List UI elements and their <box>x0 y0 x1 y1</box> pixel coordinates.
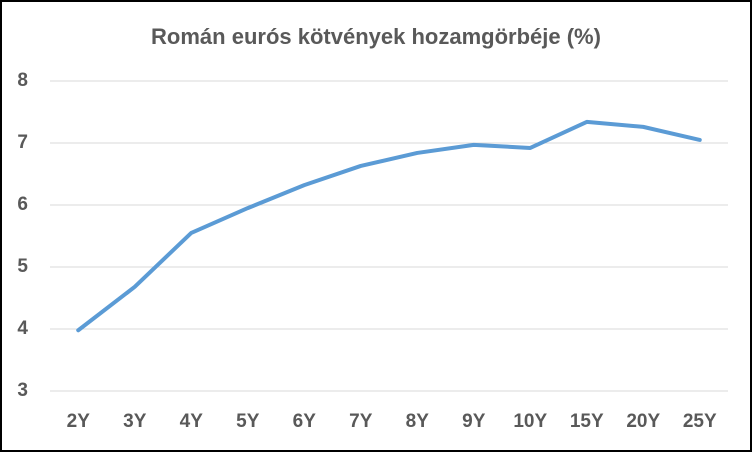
x-tick-label: 5Y <box>236 411 260 432</box>
x-tick-label: 6Y <box>293 411 317 432</box>
x-tick-label: 8Y <box>406 411 430 432</box>
x-tick-label: 9Y <box>462 411 486 432</box>
y-tick-label: 6 <box>17 194 28 215</box>
x-tick-label: 7Y <box>349 411 373 432</box>
y-tick-label: 7 <box>17 132 28 153</box>
x-tick-label: 15Y <box>570 411 604 432</box>
x-tick-label: 2Y <box>67 411 91 432</box>
y-tick-label: 3 <box>17 380 28 401</box>
data-line <box>76 119 702 333</box>
y-tick-label: 8 <box>17 70 28 91</box>
chart-title: Román eurós kötvények hozamgörbéje (%) <box>151 24 601 49</box>
y-tick-label: 4 <box>17 318 28 339</box>
x-tick-label: 25Y <box>683 411 717 432</box>
x-tick-label: 3Y <box>123 411 147 432</box>
y-tick-label: 5 <box>17 256 28 277</box>
x-tick-label: 20Y <box>626 411 660 432</box>
x-tick-label: 10Y <box>513 411 547 432</box>
x-tick-label: 4Y <box>180 411 204 432</box>
